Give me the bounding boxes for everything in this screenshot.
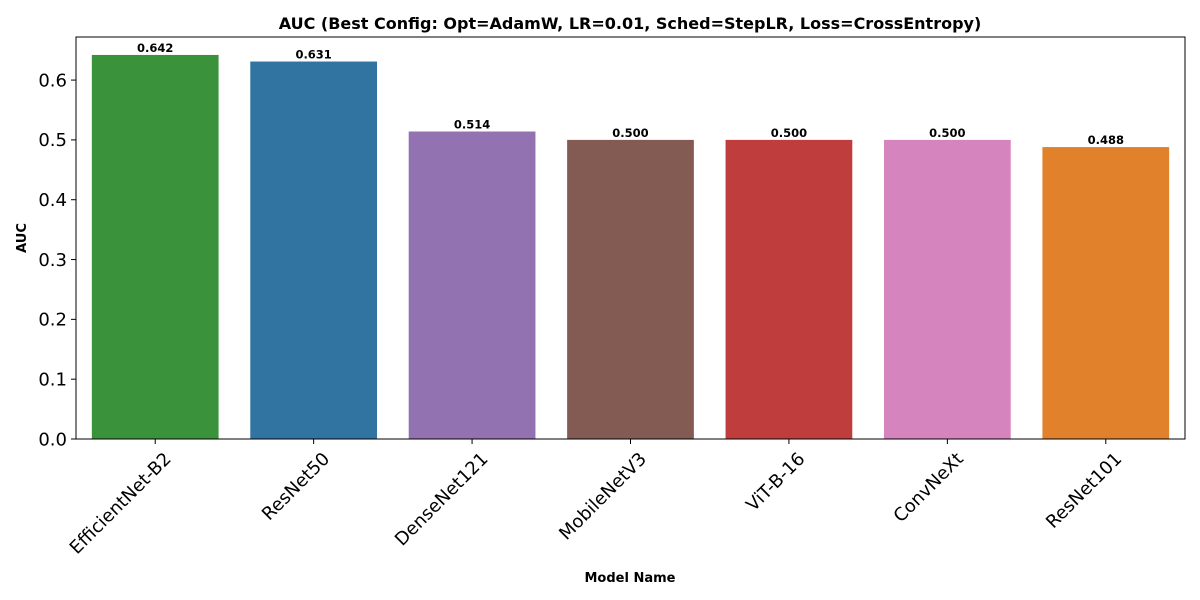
bar-convnext [884,140,1011,439]
y-tick-label: 0.5 [38,130,67,151]
bar-vit-b-16 [726,140,853,439]
data-label: 0.514 [454,118,490,132]
bar-efficientnet-b2 [92,55,219,439]
y-axis-label: AUC [15,223,30,253]
x-tick-label: ResNet50 [258,449,334,525]
data-label: 0.642 [137,41,173,55]
x-tick-label: DenseNet121 [391,449,493,551]
data-label: 0.500 [612,126,648,140]
bar-densenet121 [409,132,536,439]
y-tick-label: 0.2 [38,310,67,331]
y-tick-label: 0.4 [38,190,67,211]
x-tick-label: EfficientNet-B2 [66,449,176,559]
bar-resnet50 [250,62,377,439]
chart-title: AUC (Best Config: Opt=AdamW, LR=0.01, Sc… [279,14,982,33]
y-tick-label: 0.1 [38,369,67,390]
y-tick-label: 0.3 [38,250,67,271]
x-tick-label: ConvNeXt [890,449,968,527]
data-label: 0.500 [929,126,965,140]
data-label: 0.500 [771,126,807,140]
bar-mobilenetv3 [567,140,694,439]
y-axis-ticks: 0.0 0.1 0.2 0.3 0.4 0.5 0.6 [38,70,76,450]
y-tick-label: 0.0 [38,429,67,450]
x-axis-label: Model Name [585,571,676,586]
data-label: 0.631 [295,48,331,62]
x-tick-label: ViT-B-16 [742,449,809,516]
x-tick-label: MobileNetV3 [555,449,651,545]
data-label: 0.488 [1088,133,1124,147]
bars-group [92,55,1169,439]
x-axis-ticks: EfficientNet-B2 ResNet50 DenseNet121 Mobile… [66,439,1127,559]
y-tick-label: 0.6 [38,70,67,91]
x-tick-label: ResNet101 [1042,449,1126,533]
bar-resnet101 [1042,147,1169,439]
